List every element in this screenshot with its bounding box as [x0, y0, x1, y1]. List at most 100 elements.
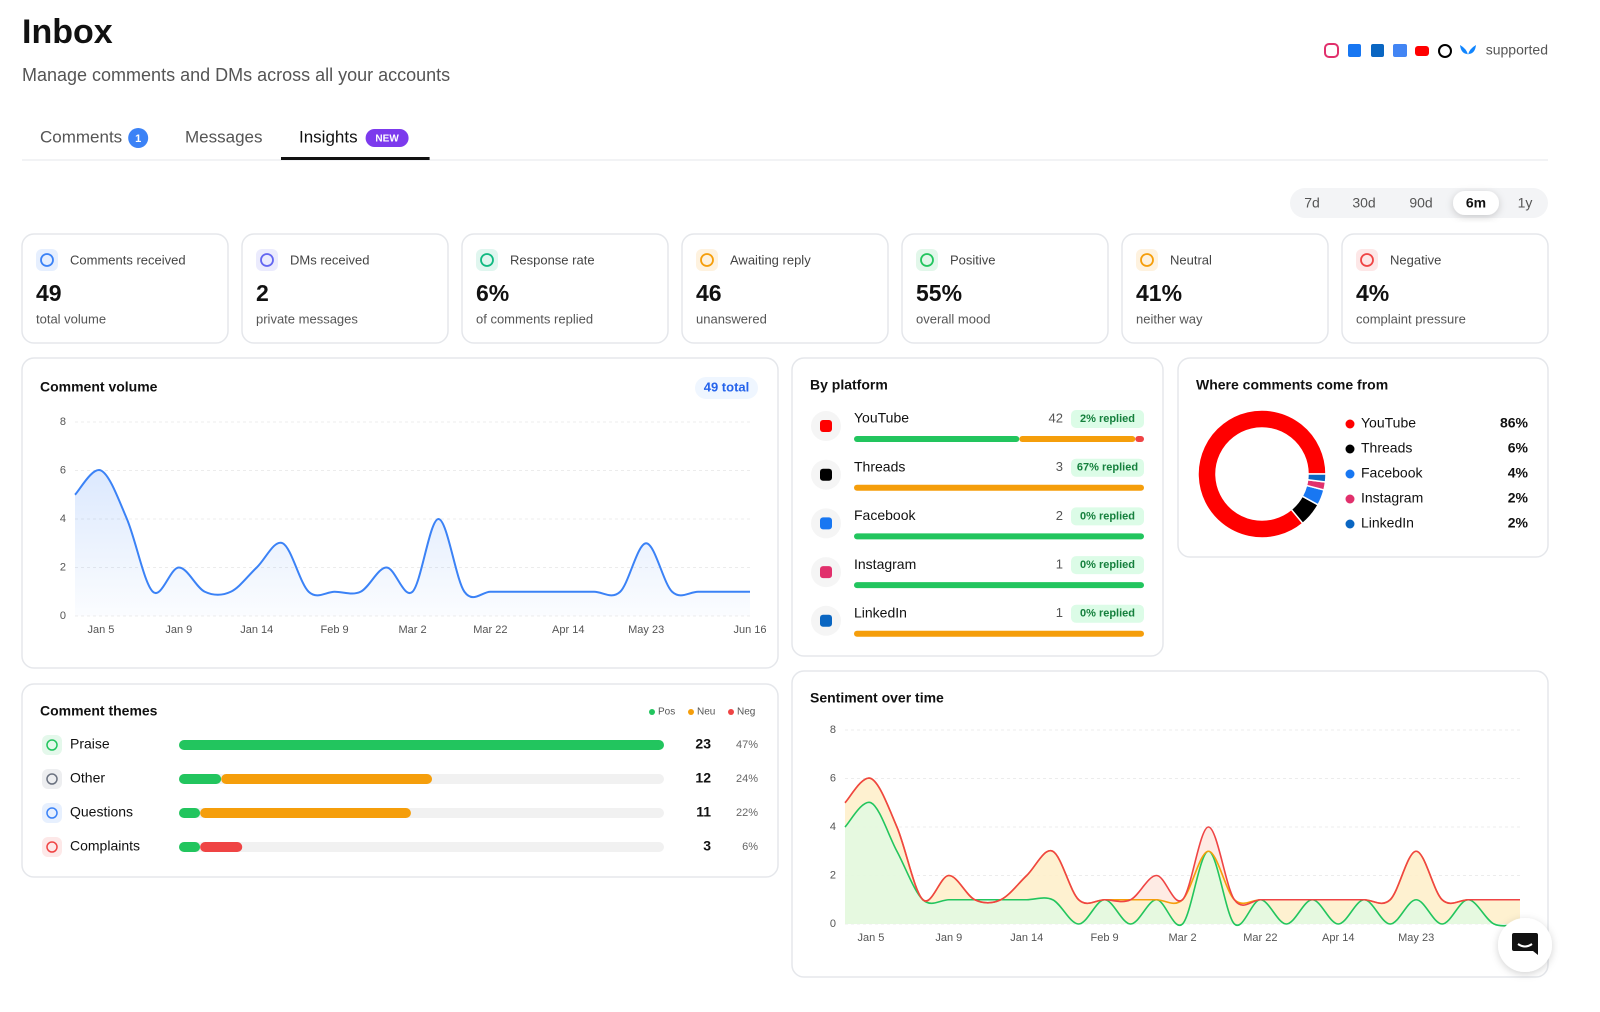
stat-value: 49 [36, 280, 62, 306]
platform-count: 2 [1056, 508, 1063, 523]
x-tick-label: Jan 5 [88, 624, 115, 636]
range-option[interactable]: 1y [1518, 195, 1533, 211]
platform-icon [820, 566, 832, 579]
theme-share: 24% [736, 773, 758, 785]
supported-label: supported [1486, 42, 1548, 58]
stat-icon [696, 249, 718, 271]
replied-pill [1071, 410, 1144, 428]
platform-bar-segment [854, 582, 1144, 589]
stat-value: 2 [256, 280, 269, 306]
tab-badge-text: NEW [375, 134, 399, 145]
platform-bar-segment [854, 436, 1020, 442]
x-tick-label: Apr 14 [552, 624, 584, 636]
platform-icon [820, 420, 832, 432]
stat-sub: private messages [256, 311, 358, 326]
range-option[interactable]: 90d [1409, 195, 1432, 211]
donut-segment [1197, 409, 1327, 539]
legend-label: Pos [658, 707, 675, 718]
icon [1348, 44, 1361, 57]
theme-icon-glyph [46, 773, 58, 785]
card [21, 357, 779, 669]
stat-value: 4% [1356, 280, 1389, 306]
x-tick-label: Mar 22 [1243, 932, 1277, 944]
page-subtitle: Manage comments and DMs across all your … [22, 65, 450, 85]
legend-label: Neu [697, 707, 715, 718]
legend-value: 2% [1508, 490, 1529, 506]
platform-icon [820, 517, 832, 530]
y-tick-label: 0 [60, 610, 66, 622]
theme-total: 3 [703, 838, 711, 854]
stat-label: Positive [950, 252, 996, 267]
platform-icon [820, 468, 832, 481]
legend-label: LinkedIn [1361, 515, 1414, 531]
range-option[interactable]: 7d [1304, 195, 1320, 211]
tab-label[interactable]: Comments [40, 127, 122, 146]
sentiment-line [844, 777, 1520, 906]
platform-count: 3 [1056, 459, 1063, 474]
range-option[interactable]: 6m [1466, 195, 1486, 211]
x-tick-label: Mar 2 [398, 624, 426, 636]
theme-share: 6% [742, 841, 758, 853]
icon [1415, 46, 1429, 56]
page-title: Inbox [22, 13, 113, 51]
bar-segment [200, 842, 243, 852]
sentiment-area [845, 802, 1520, 926]
stat-value: 55% [916, 280, 962, 306]
icon [1371, 44, 1384, 57]
platform-bar-segment [1135, 436, 1144, 442]
stat-value: 46 [696, 280, 722, 306]
platform-name: YouTube [854, 410, 909, 426]
x-tick-label: Jan 9 [935, 932, 962, 944]
platform-count: 1 [1056, 557, 1063, 572]
platform-count: 1 [1056, 605, 1063, 620]
replied-pill [1071, 604, 1144, 623]
replied-pill [1071, 458, 1144, 477]
x-tick-label: Jan 5 [858, 932, 885, 944]
stat-icon [476, 249, 498, 271]
stat-sub: complaint pressure [1356, 311, 1466, 326]
stat-label: Comments received [70, 252, 186, 267]
tab-label[interactable]: Messages [185, 127, 262, 146]
legend-value: 6% [1508, 440, 1529, 456]
content: 7d 30d 90d 6m 1y Comments received 49 total vol… [21, 191, 1549, 978]
stat-icon-glyph [40, 253, 54, 267]
replied-label: 67% replied [1077, 462, 1138, 474]
platform-name: Instagram [854, 556, 916, 572]
card [901, 233, 1109, 344]
bar-segment [221, 774, 433, 784]
card [1341, 233, 1549, 344]
icon [1460, 45, 1476, 55]
legend-dot [1345, 419, 1355, 429]
tab-badge [365, 129, 409, 147]
y-tick-label: 8 [830, 724, 836, 736]
card [1121, 233, 1329, 344]
x-tick-label: Jan 14 [240, 624, 273, 636]
chat-icon-smile [1517, 943, 1533, 948]
stat-value: 6% [476, 280, 509, 306]
replied-label: 0% replied [1080, 608, 1135, 620]
tab-underline [281, 157, 430, 160]
chart-title: Comment volume [40, 379, 158, 395]
legend-dot [1345, 494, 1355, 504]
card [1177, 357, 1549, 558]
card [241, 233, 449, 344]
x-tick-label: Jan 14 [1010, 932, 1043, 944]
bar-segment [179, 808, 201, 818]
y-tick-label: 4 [830, 821, 836, 833]
x-tick-label: Feb 9 [1091, 932, 1119, 944]
legend-dot [728, 709, 734, 715]
platform-bar-segment [854, 533, 1144, 540]
x-tick-label: May 23 [628, 624, 664, 636]
range-option[interactable]: 30d [1352, 195, 1375, 211]
theme-icon [42, 837, 62, 857]
legend-label: Facebook [1361, 465, 1423, 481]
x-tick-label: Mar 2 [1168, 932, 1196, 944]
bar-segment [200, 808, 411, 818]
tab-label[interactable]: Insights [299, 127, 358, 146]
theme-icon [42, 803, 62, 823]
tab-badge [128, 128, 149, 148]
chat-icon [1512, 933, 1538, 955]
